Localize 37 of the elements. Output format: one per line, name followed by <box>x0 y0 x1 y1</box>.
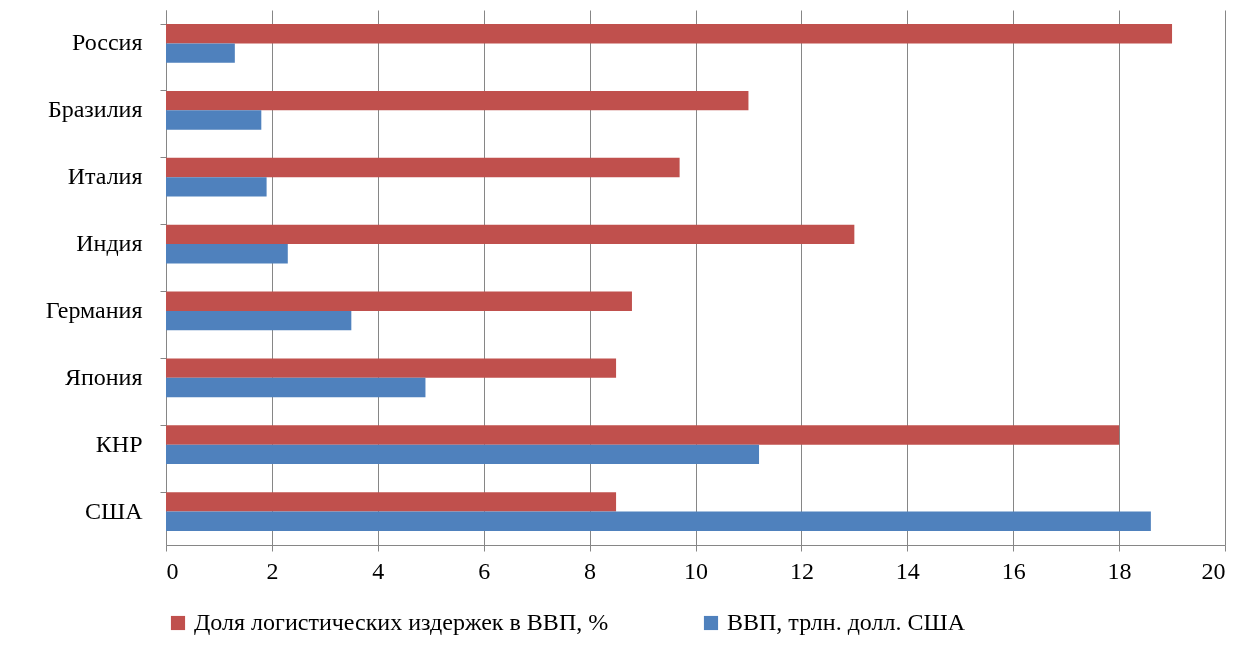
x-tick-label: 18 <box>1107 557 1132 584</box>
y-tick-label: Индия <box>76 230 143 257</box>
x-tick-label: 14 <box>895 557 920 584</box>
bar <box>166 310 352 331</box>
bar <box>166 90 749 111</box>
x-tick-label: 6 <box>478 557 491 584</box>
x-tick-label: 0 <box>166 557 179 584</box>
y-tick-label: Россия <box>71 29 143 56</box>
y-tick-label: Япония <box>64 363 143 390</box>
bar <box>166 377 426 398</box>
x-tick-label: 10 <box>684 557 708 584</box>
legend-label: Доля логистических издержек в ВВП, % <box>194 609 609 635</box>
x-tick-label: 20 <box>1201 557 1226 584</box>
bar <box>166 444 760 465</box>
y-tick-label: Италия <box>67 163 143 190</box>
bar <box>166 244 288 264</box>
bar <box>166 110 262 130</box>
y-tick-label: США <box>84 497 144 524</box>
x-tick-label: 12 <box>789 557 814 584</box>
x-tick-label: 4 <box>372 557 385 584</box>
legend-label: ВВП, трлн. долл. США <box>727 609 966 635</box>
y-tick-label: Германия <box>45 296 143 323</box>
bar <box>166 425 1120 445</box>
bar <box>166 24 1173 44</box>
x-tick-label: 8 <box>584 557 597 584</box>
bar <box>166 291 632 311</box>
bar <box>166 157 680 178</box>
bar <box>166 43 235 63</box>
x-tick-label: 2 <box>266 557 279 584</box>
x-tick-label: 16 <box>1001 557 1026 584</box>
y-tick-label: Бразилия <box>47 96 143 123</box>
bar <box>166 492 617 512</box>
bar <box>166 511 1151 531</box>
bar <box>166 177 267 197</box>
bar <box>166 358 617 378</box>
bar <box>166 224 855 245</box>
y-tick-label: КНР <box>95 430 143 457</box>
